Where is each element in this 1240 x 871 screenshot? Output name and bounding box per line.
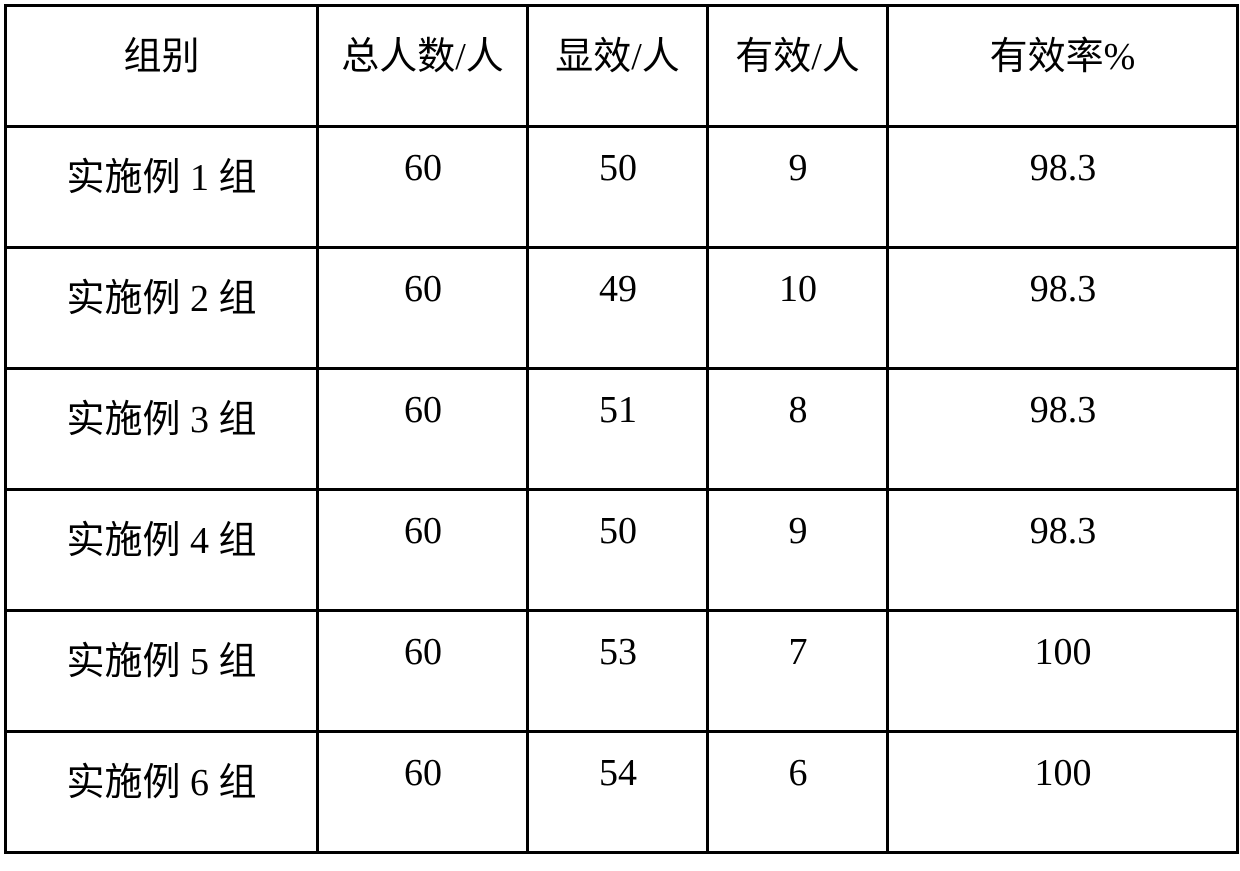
cell-group: 实施例 6 组: [6, 732, 318, 853]
cell-group: 实施例 1 组: [6, 127, 318, 248]
table-row: 实施例 4 组 60 50 9 98.3: [6, 490, 1238, 611]
cell-rate: 98.3: [888, 248, 1238, 369]
col-header-total: 总人数/人: [318, 6, 528, 127]
table-row: 实施例 2 组 60 49 10 98.3: [6, 248, 1238, 369]
table-row: 实施例 1 组 60 50 9 98.3: [6, 127, 1238, 248]
cell-group: 实施例 5 组: [6, 611, 318, 732]
cell-total: 60: [318, 127, 528, 248]
cell-rate: 100: [888, 732, 1238, 853]
cell-effective: 8: [708, 369, 888, 490]
cell-marked: 54: [528, 732, 708, 853]
cell-marked: 51: [528, 369, 708, 490]
table-header: 组别 总人数/人 显效/人 有效/人 有效率%: [6, 6, 1238, 127]
cell-total: 60: [318, 490, 528, 611]
cell-total: 60: [318, 248, 528, 369]
cell-effective: 9: [708, 127, 888, 248]
cell-total: 60: [318, 611, 528, 732]
table-row: 实施例 3 组 60 51 8 98.3: [6, 369, 1238, 490]
cell-effective: 10: [708, 248, 888, 369]
table-row: 实施例 6 组 60 54 6 100: [6, 732, 1238, 853]
cell-effective: 7: [708, 611, 888, 732]
cell-rate: 98.3: [888, 369, 1238, 490]
cell-rate: 98.3: [888, 127, 1238, 248]
table-row: 实施例 5 组 60 53 7 100: [6, 611, 1238, 732]
table-header-row: 组别 总人数/人 显效/人 有效/人 有效率%: [6, 6, 1238, 127]
cell-group: 实施例 3 组: [6, 369, 318, 490]
col-header-effective: 有效/人: [708, 6, 888, 127]
cell-marked: 49: [528, 248, 708, 369]
cell-rate: 98.3: [888, 490, 1238, 611]
cell-group: 实施例 4 组: [6, 490, 318, 611]
cell-effective: 9: [708, 490, 888, 611]
cell-marked: 50: [528, 490, 708, 611]
cell-total: 60: [318, 732, 528, 853]
col-header-group: 组别: [6, 6, 318, 127]
efficacy-table: 组别 总人数/人 显效/人 有效/人 有效率% 实施例 1 组 60 50 9 …: [4, 4, 1239, 854]
table-container: 组别 总人数/人 显效/人 有效/人 有效率% 实施例 1 组 60 50 9 …: [0, 0, 1240, 858]
cell-total: 60: [318, 369, 528, 490]
cell-effective: 6: [708, 732, 888, 853]
table-body: 实施例 1 组 60 50 9 98.3 实施例 2 组 60 49 10 98…: [6, 127, 1238, 853]
cell-marked: 50: [528, 127, 708, 248]
cell-rate: 100: [888, 611, 1238, 732]
col-header-rate: 有效率%: [888, 6, 1238, 127]
cell-group: 实施例 2 组: [6, 248, 318, 369]
col-header-marked: 显效/人: [528, 6, 708, 127]
cell-marked: 53: [528, 611, 708, 732]
